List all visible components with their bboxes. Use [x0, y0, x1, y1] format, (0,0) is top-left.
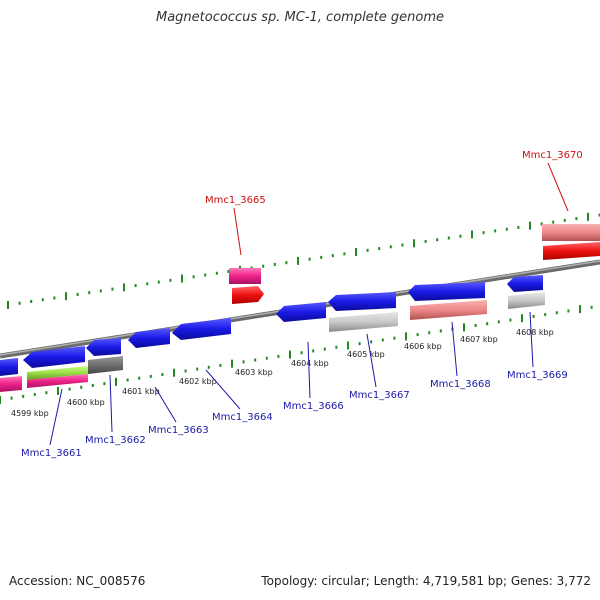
- gene-label-mmc1_3670[interactable]: Mmc1_3670: [522, 150, 583, 161]
- gene-label-mmc1_3664[interactable]: Mmc1_3664: [212, 412, 273, 423]
- gene-feature-3670-gene[interactable]: [542, 224, 600, 241]
- tick-label: 4606 kbp: [404, 342, 442, 351]
- minus-strand-genes: [0, 275, 545, 392]
- gene-leader-line: [109, 374, 113, 433]
- gene-feature-3665-cds[interactable]: [232, 286, 264, 304]
- gene-label-mmc1_3662[interactable]: Mmc1_3662: [85, 435, 146, 446]
- tick-label: 4599 kbp: [11, 409, 49, 418]
- gene-leader-line: [154, 386, 177, 423]
- tick-label: 4607 kbp: [460, 335, 498, 344]
- tick-labels: 4599 kbp 4600 kbp 4601 kbp 4602 kbp 4603 kbp…: [11, 328, 554, 418]
- gene-feature-3667-cds[interactable]: [328, 292, 396, 311]
- gene-feature-3665-gene[interactable]: [229, 268, 261, 284]
- gene-leader-line: [233, 207, 242, 256]
- gene-feature-3662-gene[interactable]: [88, 356, 123, 374]
- tick-label: 4604 kbp: [291, 359, 329, 368]
- gene-feature-3668-gene[interactable]: [410, 300, 487, 320]
- gene-feature-3666-cds[interactable]: [276, 302, 326, 322]
- gene-label-mmc1_3665[interactable]: Mmc1_3665: [205, 195, 266, 206]
- tick-label: 4605 kbp: [347, 350, 385, 359]
- gene-feature-3661-gene[interactable]: [27, 366, 88, 380]
- gene-feature-3664-cds[interactable]: [172, 318, 231, 340]
- map-title: Magnetococcus sp. MC-1, complete genome: [155, 10, 445, 25]
- tick-label: 4601 kbp: [122, 387, 160, 396]
- plus-strand-genes: [229, 224, 600, 304]
- tick-label: 4608 kbp: [516, 328, 554, 337]
- gene-feature-3662-cds[interactable]: [86, 338, 121, 356]
- gene-leader-line: [307, 341, 311, 399]
- gene-leader-line: [451, 321, 458, 377]
- gene-label-mmc1_3663[interactable]: Mmc1_3663: [148, 425, 209, 436]
- gene-feature-3663-cds[interactable]: [128, 328, 170, 348]
- gene-feature-left-edge-pink[interactable]: [0, 376, 22, 392]
- gene-feature-3669-cds[interactable]: [507, 275, 543, 292]
- gene-leader-line: [547, 162, 569, 212]
- gene-feature-3670-cds[interactable]: [543, 242, 600, 260]
- gene-feature-3669-gene[interactable]: [508, 292, 545, 309]
- tick-label: 4600 kbp: [67, 398, 105, 407]
- gene-label-mmc1_3667[interactable]: Mmc1_3667: [349, 390, 410, 401]
- tick-label: 4602 kbp: [179, 377, 217, 386]
- gene-label-mmc1_3666[interactable]: Mmc1_3666: [283, 401, 344, 412]
- upper-tick-track: [7, 212, 600, 309]
- gene-feature-3667-gene[interactable]: [329, 312, 398, 332]
- gene-feature-3668-cds[interactable]: [408, 282, 485, 301]
- accession-label: Accession: NC_008576: [9, 574, 146, 588]
- gene-label-mmc1_3668[interactable]: Mmc1_3668: [430, 379, 491, 390]
- gene-label-mmc1_3669[interactable]: Mmc1_3669: [507, 370, 568, 381]
- gene-feature-3661-cds[interactable]: [23, 346, 85, 368]
- gene-leader-line: [49, 388, 63, 446]
- gene-leader-line: [529, 311, 534, 368]
- gene-leader-line: [366, 333, 377, 388]
- gene-feature-left-edge-blue[interactable]: [0, 358, 18, 376]
- genome-summary: Topology: circular; Length: 4,719,581 bp…: [261, 574, 591, 588]
- gene-leader-line: [205, 369, 241, 410]
- lower-tick-track: [0, 305, 593, 404]
- gene-feature-3661-gene-b[interactable]: [27, 374, 88, 388]
- tick-label: 4603 kbp: [235, 368, 273, 377]
- gene-label-mmc1_3661[interactable]: Mmc1_3661: [21, 448, 82, 459]
